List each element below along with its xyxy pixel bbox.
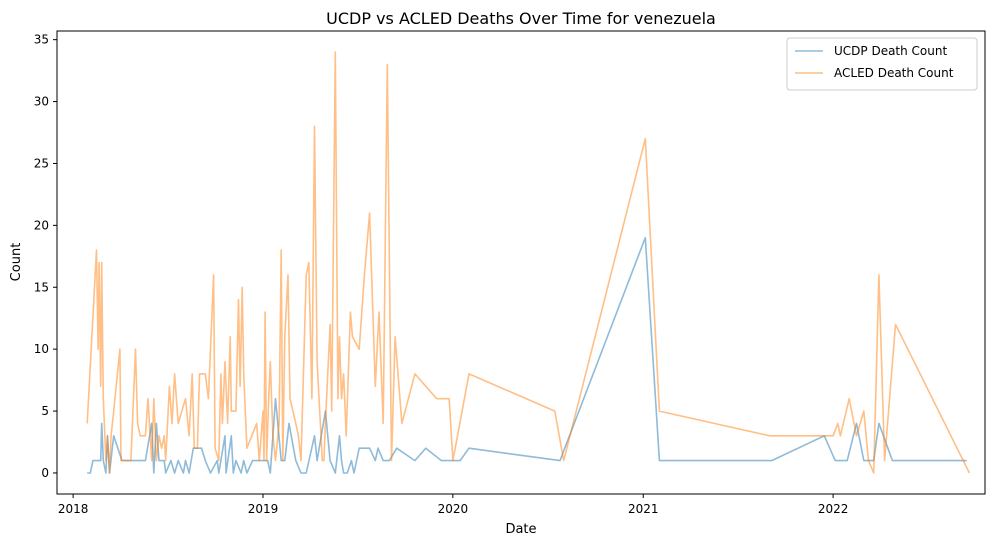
y-tick-label: 20	[34, 218, 49, 232]
x-tick-label: 2020	[438, 502, 469, 516]
legend-label: UCDP Death Count	[834, 44, 947, 58]
x-axis-label: Date	[505, 522, 536, 537]
y-axis-label: Count	[9, 243, 24, 282]
legend-box	[786, 37, 978, 91]
y-tick-label: 10	[34, 342, 49, 356]
x-tick-label: 2018	[58, 502, 89, 516]
y-tick-label: 25	[34, 156, 49, 170]
x-tick-label: 2022	[818, 502, 849, 516]
legend: UCDP Death Count ACLED Death Count	[786, 37, 978, 91]
y-tick-label: 0	[41, 466, 49, 480]
plot-frame	[56, 30, 986, 495]
y-tick-label: 5	[41, 404, 49, 418]
y-tick-label: 30	[34, 95, 49, 109]
series-line-1	[86, 51, 971, 474]
series-group	[86, 51, 971, 474]
y-axis: 0 5 10 15 20 25 30 35	[34, 33, 57, 480]
y-tick-label: 35	[34, 33, 49, 47]
x-tick-label: 2021	[628, 502, 659, 516]
x-tick-label: 2019	[248, 502, 279, 516]
series-line-0	[87, 236, 967, 474]
chart-title: UCDP vs ACLED Deaths Over Time for venez…	[326, 9, 716, 28]
legend-label: ACLED Death Count	[834, 66, 954, 80]
x-axis: 2018 2019 2020 2021 2022	[58, 494, 849, 516]
y-tick-label: 15	[34, 280, 49, 294]
